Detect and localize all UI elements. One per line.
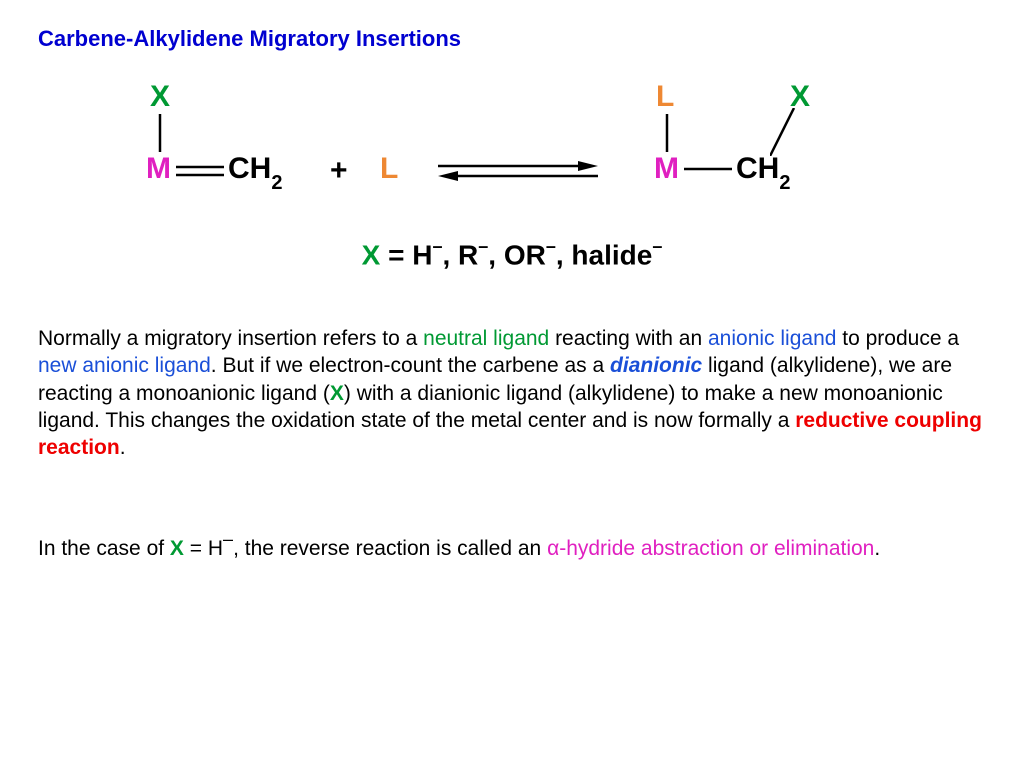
paragraph-1: Normally a migratory insertion refers to… <box>38 325 986 461</box>
x-legend: X = H–, R–, OR–, halide– <box>0 238 1024 271</box>
right-L: L <box>656 80 674 114</box>
bond-m-ch2-right <box>684 166 732 172</box>
left-X: X <box>150 80 170 114</box>
right-X: X <box>790 80 810 114</box>
reaction-scheme: X M CH2 + L L M CH2 <box>0 80 1024 220</box>
equilibrium-arrow <box>438 158 598 184</box>
bond-l-m-right <box>665 114 669 152</box>
left-CH2: CH2 <box>228 152 282 191</box>
right-CH2: CH2 <box>736 152 790 191</box>
plus-sign: + <box>330 154 348 188</box>
right-M: M <box>654 152 679 186</box>
left-M: M <box>146 152 171 186</box>
left-L: L <box>380 152 398 186</box>
paragraph-2: In the case of X = H–, the reverse react… <box>38 530 986 562</box>
bond-x-m-left <box>158 114 162 152</box>
page-title: Carbene-Alkylidene Migratory Insertions <box>38 26 461 52</box>
title-text: Carbene-Alkylidene Migratory Insertions <box>38 26 461 51</box>
bond-m-ch2-left <box>176 164 224 178</box>
bond-ch2-x-right <box>770 108 800 156</box>
